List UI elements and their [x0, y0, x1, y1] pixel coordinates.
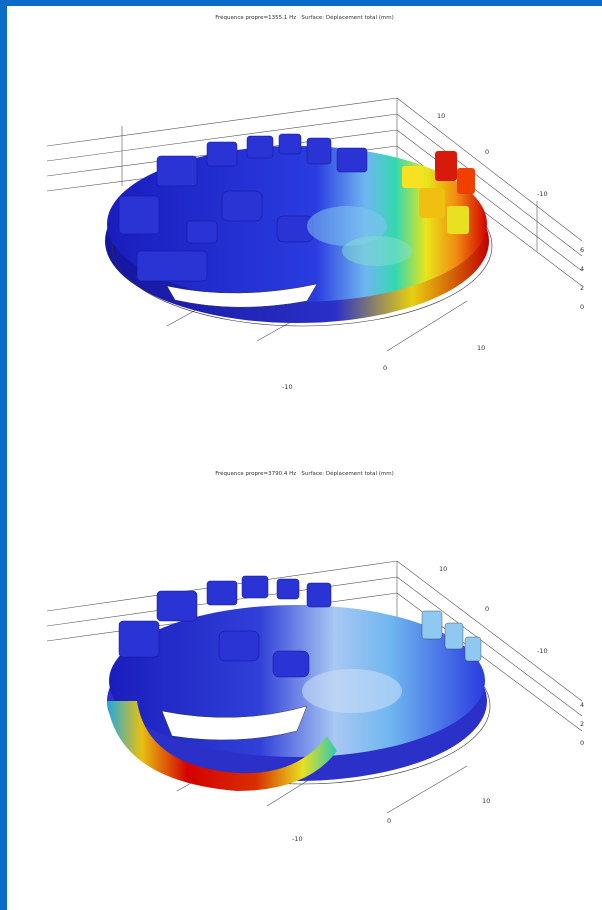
plot1-tick-z3: 2: [580, 284, 584, 292]
plot1-components: [118, 133, 368, 282]
plot2-tick-z1: 4: [580, 701, 584, 709]
plot1-tick-x3: -10: [282, 383, 293, 391]
plot1-tick-y3: -10: [537, 190, 548, 198]
plot1-tick-z4: 0: [580, 303, 584, 311]
plot2-tick-z2: 2: [580, 720, 584, 728]
plot1-tick-x2: 0: [383, 364, 387, 372]
plot2-tick-z3: 0: [580, 739, 584, 747]
plot2-tick-x1: 10: [482, 797, 490, 805]
plot2-tick-y3: -10: [537, 647, 548, 655]
plot1-grid: [46, 97, 583, 352]
figure-panel: Fréquence propre=1355.1 Hz Surface: Dépl…: [7, 6, 602, 910]
plot2-tick-y1: 10: [439, 565, 447, 573]
plot2-light-features: [421, 610, 482, 662]
plot1-tick-z2: 4: [580, 265, 584, 273]
plot2-tick-x3: -10: [292, 835, 303, 843]
plot2-components: [118, 575, 332, 678]
plot2-3d-view: 10 0 -10 4 2 0 10 0 -10: [46, 560, 584, 843]
plot1-tick-x1: 10: [477, 344, 485, 352]
plot2-tick-x2: 0: [387, 817, 391, 825]
plot1-tick-y2: 0: [485, 148, 489, 156]
plot1-tick-y1: 10: [437, 112, 445, 120]
plot2-tick-y2: 0: [485, 605, 489, 613]
plot1-hot-features: [402, 151, 475, 234]
plot1-title: Fréquence propre=1355.1 Hz Surface: Dépl…: [215, 15, 394, 21]
plot2-title: Fréquence propre=3790.4 Hz Surface: Dépl…: [215, 471, 394, 477]
plot2-ring-segment: [107, 701, 337, 791]
plot1-tick-z1: 6: [580, 246, 584, 254]
plot1-3d-view: 10 0 -10 6 4 2 0 10 0 -10: [46, 97, 584, 391]
